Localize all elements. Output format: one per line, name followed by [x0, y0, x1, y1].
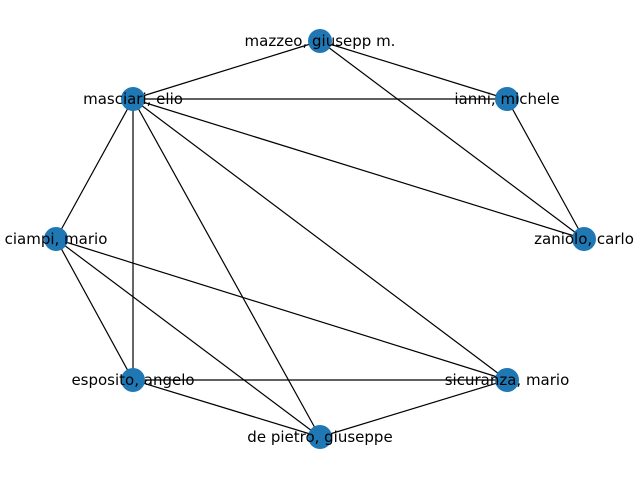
node-zaniolo: [572, 227, 596, 251]
edge-ciampi-esposito: [55, 238, 134, 381]
node-depietro: [308, 425, 332, 449]
node-label-masciari: masciari, elio: [83, 90, 183, 108]
edge-ciampi-depietro: [55, 238, 321, 438]
node-ianni: [495, 87, 519, 111]
node-sicuranza: [495, 368, 519, 392]
edge-ciampi-sicuranza: [55, 238, 508, 381]
edge-depietro-sicuranza: [319, 379, 508, 438]
node-ciampi: [44, 227, 68, 251]
node-masciari: [121, 87, 145, 111]
node-label-depietro: de pietro, giuseppe: [247, 428, 392, 446]
node-label-esposito: esposito, angelo: [71, 371, 194, 389]
nodes-layer: [44, 29, 596, 449]
node-label-ianni: ianni, michele: [454, 90, 559, 108]
edge-masciari-ciampi: [55, 98, 134, 240]
node-label-sicuranza: sicuranza, mario: [445, 371, 570, 389]
node-mazzeo: [308, 29, 332, 53]
edge-mazzeo-masciari: [132, 40, 321, 100]
edge-esposito-depietro: [132, 379, 321, 438]
edge-masciari-depietro: [132, 98, 321, 438]
node-label-zaniolo: zaniolo, carlo: [534, 230, 634, 248]
node-label-mazzeo: mazzeo, giusepp m.: [245, 32, 396, 50]
edge-mazzeo-zaniolo: [319, 40, 585, 240]
edge-mazzeo-ianni: [319, 40, 508, 100]
edge-masciari-sicuranza: [132, 98, 508, 381]
labels-layer: mazzeo, giusepp m. ianni, michele masciari…: [5, 32, 634, 446]
edge-ianni-zaniolo: [506, 98, 585, 240]
edges-layer: [55, 40, 585, 438]
node-label-ciampi: ciampi, mario: [5, 230, 108, 248]
node-esposito: [121, 368, 145, 392]
edge-masciari-zaniolo: [132, 98, 585, 240]
